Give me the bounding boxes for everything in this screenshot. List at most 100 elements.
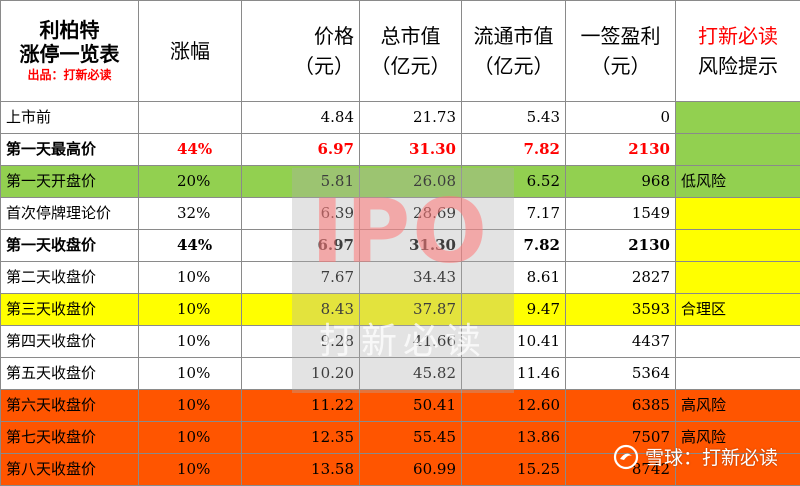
row-price: 6.97 xyxy=(242,134,360,166)
row-mcap: 41.66 xyxy=(360,326,462,358)
row-profit: 2130 xyxy=(566,134,676,166)
row-price: 5.81 xyxy=(242,166,360,198)
row-price: 7.67 xyxy=(242,262,360,294)
row-mcap: 37.87 xyxy=(360,294,462,326)
row-profit: 3593 xyxy=(566,294,676,326)
row-price: 8.43 xyxy=(242,294,360,326)
row-profit: 2130 xyxy=(566,230,676,262)
row-float: 12.60 xyxy=(462,390,566,422)
row-risk xyxy=(676,102,800,134)
row-price: 6.39 xyxy=(242,198,360,230)
row-label: 第二天收盘价 xyxy=(1,262,139,294)
row-risk xyxy=(676,134,800,166)
row-price: 11.22 xyxy=(242,390,360,422)
row-risk: 合理区 xyxy=(676,294,800,326)
row-label: 上市前 xyxy=(1,102,139,134)
row-change: 32% xyxy=(139,198,242,230)
table-row: 第一天最高价 44% 6.97 31.30 7.82 2130 xyxy=(1,134,800,166)
row-label: 第一天收盘价 xyxy=(1,230,139,262)
row-mcap: 60.99 xyxy=(360,454,462,486)
row-change: 10% xyxy=(139,294,242,326)
header-price-line1: 价格 xyxy=(247,21,354,51)
row-price: 12.35 xyxy=(242,422,360,454)
table-title-line1: 利柏特 xyxy=(6,18,133,42)
row-price: 13.58 xyxy=(242,454,360,486)
row-mcap: 26.08 xyxy=(360,166,462,198)
row-risk: 高风险 xyxy=(676,422,800,454)
header-change-label: 涨幅 xyxy=(170,39,210,63)
header-risk-line2: 风险提示 xyxy=(681,51,795,81)
row-float: 11.46 xyxy=(462,358,566,390)
row-float: 10.41 xyxy=(462,326,566,358)
row-mcap: 50.41 xyxy=(360,390,462,422)
header-mcap: 总市值 （亿元） xyxy=(360,1,462,102)
table-row: 第一天收盘价 44% 6.97 31.30 7.82 2130 xyxy=(1,230,800,262)
table-row: 第二天收盘价 10% 7.67 34.43 8.61 2827 xyxy=(1,262,800,294)
table-row: 第一天开盘价 20% 5.81 26.08 6.52 968 低风险 xyxy=(1,166,800,198)
header-risk: 打新必读 风险提示 xyxy=(676,1,800,102)
row-profit: 2827 xyxy=(566,262,676,294)
header-change: 涨幅 xyxy=(139,1,242,102)
row-change: 44% xyxy=(139,230,242,262)
header-mcap-line2: （亿元） xyxy=(365,51,456,81)
row-price: 4.84 xyxy=(242,102,360,134)
row-float: 9.47 xyxy=(462,294,566,326)
row-label: 第一天开盘价 xyxy=(1,166,139,198)
header-mcap-line1: 总市值 xyxy=(365,21,456,51)
header-price-line2: （元） xyxy=(247,51,354,81)
row-risk: 高风险 xyxy=(676,390,800,422)
table-row: 第八天收盘价 10% 13.58 60.99 15.25 8742 xyxy=(1,454,800,486)
row-label: 第八天收盘价 xyxy=(1,454,139,486)
header-profit-line1: 一签盈利 xyxy=(571,21,670,51)
table-title-line2: 涨停一览表 xyxy=(6,42,133,66)
table-row: 第五天收盘价 10% 10.20 45.82 11.46 5364 xyxy=(1,358,800,390)
row-risk: 低风险 xyxy=(676,166,800,198)
row-mcap: 34.43 xyxy=(360,262,462,294)
row-float: 5.43 xyxy=(462,102,566,134)
row-change: 44% xyxy=(139,134,242,166)
row-risk xyxy=(676,262,800,294)
row-mcap: 55.45 xyxy=(360,422,462,454)
source-credit: 出品：打新必读 xyxy=(6,66,133,84)
row-profit: 0 xyxy=(566,102,676,134)
header-float-line1: 流通市值 xyxy=(467,21,560,51)
row-profit: 7507 xyxy=(566,422,676,454)
row-change: 10% xyxy=(139,454,242,486)
row-change: 10% xyxy=(139,390,242,422)
row-float: 6.52 xyxy=(462,166,566,198)
row-mcap: 28.69 xyxy=(360,198,462,230)
row-label: 第三天收盘价 xyxy=(1,294,139,326)
row-label: 第一天最高价 xyxy=(1,134,139,166)
table-row: 首次停牌理论价 32% 6.39 28.69 7.17 1549 xyxy=(1,198,800,230)
header-float-line2: （亿元） xyxy=(467,51,560,81)
row-risk xyxy=(676,198,800,230)
header-profit-line2: （元） xyxy=(571,51,670,81)
row-risk xyxy=(676,326,800,358)
row-risk xyxy=(676,230,800,262)
row-float: 15.25 xyxy=(462,454,566,486)
row-profit: 6385 xyxy=(566,390,676,422)
row-label: 首次停牌理论价 xyxy=(1,198,139,230)
row-float: 7.82 xyxy=(462,134,566,166)
table-row: 第三天收盘价 10% 8.43 37.87 9.47 3593 合理区 xyxy=(1,294,800,326)
table-row: 第四天收盘价 10% 9.28 41.66 10.41 4437 xyxy=(1,326,800,358)
row-risk xyxy=(676,358,800,390)
header-price: 价格 （元） xyxy=(242,1,360,102)
header-profit: 一签盈利 （元） xyxy=(566,1,676,102)
row-profit: 968 xyxy=(566,166,676,198)
row-profit: 1549 xyxy=(566,198,676,230)
row-price: 6.97 xyxy=(242,230,360,262)
row-label: 第七天收盘价 xyxy=(1,422,139,454)
row-mcap: 31.30 xyxy=(360,230,462,262)
row-label: 第六天收盘价 xyxy=(1,390,139,422)
row-change xyxy=(139,102,242,134)
header-float: 流通市值 （亿元） xyxy=(462,1,566,102)
row-change: 10% xyxy=(139,422,242,454)
row-float: 7.17 xyxy=(462,198,566,230)
row-mcap: 45.82 xyxy=(360,358,462,390)
header-risk-line1: 打新必读 xyxy=(681,21,795,51)
row-float: 13.86 xyxy=(462,422,566,454)
row-change: 10% xyxy=(139,262,242,294)
row-profit: 5364 xyxy=(566,358,676,390)
